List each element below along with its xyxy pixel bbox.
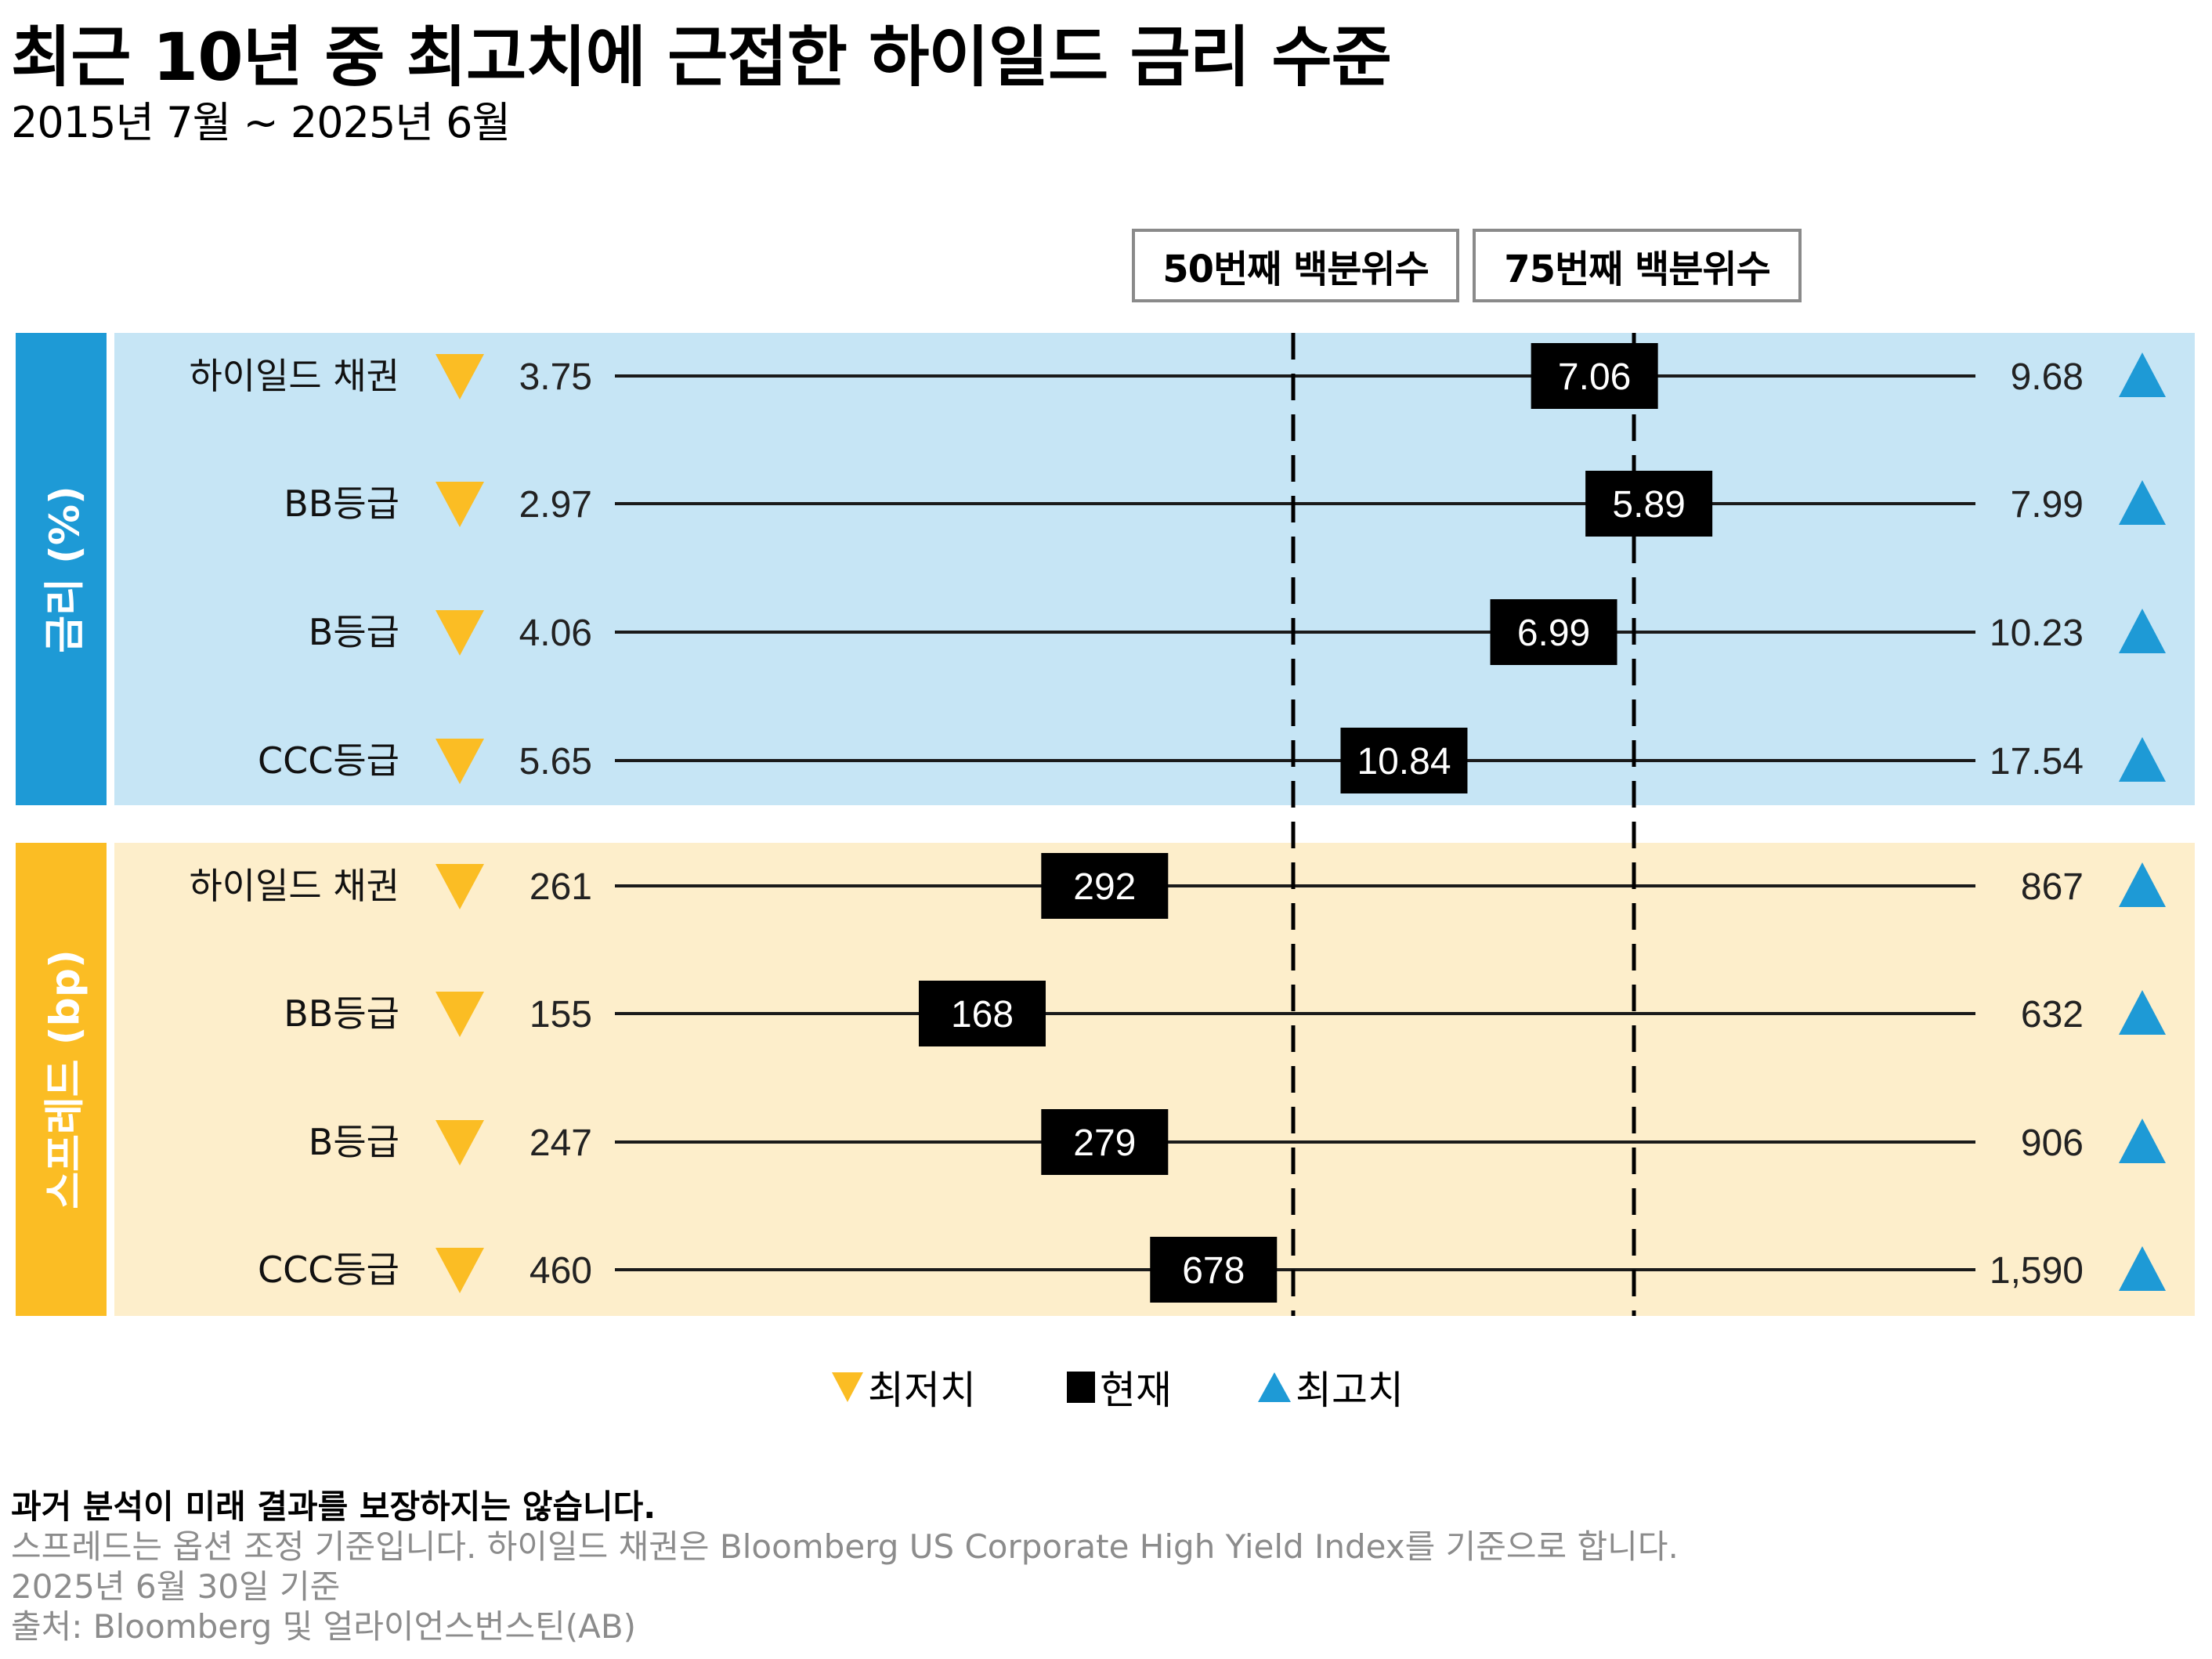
spread-row-4-max-marker bbox=[2119, 1246, 2166, 1291]
spread-row-4-current-marker bbox=[1150, 1237, 1278, 1303]
yield-panel bbox=[114, 333, 2195, 805]
spread-row-1-min-value: 261 bbox=[530, 866, 592, 908]
yield-row-4-current-value: 10.84 bbox=[1357, 741, 1451, 783]
yield-row-4-current-marker bbox=[1340, 728, 1468, 793]
spread-row-3-max-value: 906 bbox=[2021, 1122, 2084, 1164]
yield-row-2-current-value: 5.89 bbox=[1612, 484, 1685, 526]
yield-row-3-min-marker bbox=[436, 610, 484, 656]
yield-row-2-min-value: 2.97 bbox=[519, 484, 592, 526]
spread-row-1-min-marker bbox=[436, 864, 484, 909]
spread-row-2-current-value: 168 bbox=[951, 994, 1014, 1036]
spread-row-3-current-marker bbox=[1041, 1109, 1169, 1175]
yield-row-3-max-marker bbox=[2119, 609, 2166, 653]
footer: 과거 분석이 미래 결과를 보장하지는 않습니다. 스프레드는 옵션 조정 기준… bbox=[11, 1487, 1679, 1646]
spread-row-1-max-value: 867 bbox=[2021, 866, 2084, 908]
yield-row-3-label: B등급 bbox=[309, 611, 399, 653]
yield-row-4-label: CCC등급 bbox=[258, 739, 399, 782]
spread-row-1-current-value: 292 bbox=[1073, 866, 1136, 908]
spread-row-4-current-value: 678 bbox=[1182, 1250, 1245, 1292]
spread-row-2-max-value: 632 bbox=[2021, 994, 2084, 1036]
yield-row-3-min-value: 4.06 bbox=[519, 613, 592, 654]
yield-row-2-max-value: 7.99 bbox=[2011, 484, 2084, 526]
yield-row-1-label: 하이일드 채권 bbox=[189, 355, 399, 397]
yield-row-3-max-value: 10.23 bbox=[1990, 613, 2084, 654]
yield-row-4-min-value: 5.65 bbox=[519, 741, 592, 783]
spread-row-4-max-value: 1,590 bbox=[1990, 1250, 2084, 1292]
spread-row-2-min-value: 155 bbox=[530, 994, 592, 1036]
spread-row-1-label: 하이일드 채권 bbox=[189, 865, 399, 907]
spread-row-2-label: BB등급 bbox=[284, 992, 399, 1035]
spread-row-3-current-value: 279 bbox=[1073, 1122, 1136, 1164]
up-triangle-icon bbox=[1258, 1372, 1291, 1402]
yield-section-bar: 금리 (%) bbox=[16, 333, 107, 805]
yield-row-2-min-marker bbox=[436, 482, 484, 527]
yield-row-2-label: BB등급 bbox=[284, 483, 399, 525]
percentile-75-label: 75번째 백분위수 bbox=[1473, 229, 1802, 302]
square-icon bbox=[1067, 1372, 1095, 1403]
spread-row-4-min-marker bbox=[436, 1248, 484, 1293]
chart-title: 최근 10년 중 최고치에 근접한 하이일드 금리 수준 bbox=[11, 19, 1392, 96]
legend-label-current: 현재 bbox=[1100, 1368, 1172, 1413]
footer-source: 출처: Bloomberg 및 얼라이언스번스틴(AB) bbox=[11, 1607, 637, 1646]
yield-row-4-min-marker bbox=[436, 739, 484, 784]
yield-row-1-current-value: 7.06 bbox=[1558, 356, 1631, 398]
down-triangle-icon bbox=[832, 1372, 863, 1402]
legend-item-current: 현재 bbox=[1067, 1359, 1172, 1415]
spread-row-2-max-marker bbox=[2119, 990, 2166, 1035]
spread-row-4-label: CCC등급 bbox=[258, 1249, 399, 1291]
footer-date: 2025년 6월 30일 기준 bbox=[11, 1567, 341, 1606]
yield-row-4-max-value: 17.54 bbox=[1990, 741, 2084, 783]
chart-subtitle: 2015년 7월 ~ 2025년 6월 bbox=[11, 98, 511, 147]
yield-row-1-max-value: 9.68 bbox=[2011, 356, 2084, 398]
legend: 최저치 현재 최고치 bbox=[0, 1359, 2212, 1422]
footer-disclaimer: 과거 분석이 미래 결과를 보장하지는 않습니다. bbox=[11, 1487, 656, 1526]
spread-row-2-current-marker bbox=[918, 981, 1046, 1046]
yield-row-1-current-marker bbox=[1531, 343, 1658, 409]
legend-label-min: 최저치 bbox=[868, 1368, 976, 1413]
legend-item-max: 최고치 bbox=[1258, 1359, 1404, 1415]
yield-row-3-current-value: 6.99 bbox=[1517, 613, 1590, 654]
yield-row-3-current-marker bbox=[1490, 599, 1617, 665]
yield-row-2-max-marker bbox=[2119, 480, 2166, 525]
footer-note: 스프레드는 옵션 조정 기준입니다. 하이일드 채권은 Bloomberg US… bbox=[11, 1527, 1679, 1566]
yield-row-1-min-marker bbox=[436, 354, 484, 399]
spread-section-bar: 스프레드 (bp) bbox=[16, 843, 107, 1316]
spread-row-3-label: B등급 bbox=[309, 1121, 399, 1163]
spread-row-4-min-value: 460 bbox=[530, 1250, 592, 1292]
spread-row-2-min-marker bbox=[436, 992, 484, 1037]
yield-row-1-min-value: 3.75 bbox=[519, 356, 592, 398]
legend-label-max: 최고치 bbox=[1296, 1368, 1404, 1413]
yield-row-1-max-marker bbox=[2119, 352, 2166, 397]
percentile-50-label: 50번째 백분위수 bbox=[1132, 229, 1459, 302]
legend-item-min: 최저치 bbox=[832, 1359, 976, 1415]
spread-row-3-max-marker bbox=[2119, 1119, 2166, 1163]
spread-row-1-max-marker bbox=[2119, 862, 2166, 907]
spread-row-3-min-marker bbox=[436, 1120, 484, 1166]
spread-row-1-current-marker bbox=[1041, 853, 1169, 919]
spread-row-3-min-value: 247 bbox=[530, 1122, 592, 1164]
yield-row-4-max-marker bbox=[2119, 737, 2166, 782]
yield-row-2-current-marker bbox=[1585, 471, 1713, 537]
